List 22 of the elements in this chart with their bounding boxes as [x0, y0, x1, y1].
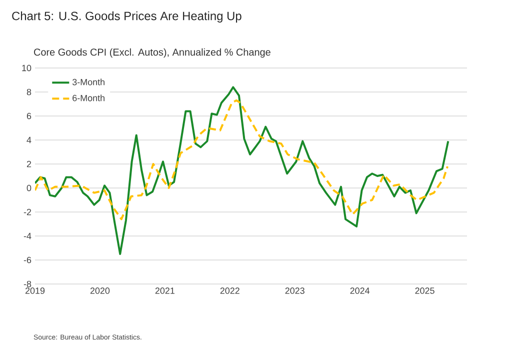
y-tick-label: -6 — [24, 256, 32, 264]
y-tick-label: 6 — [26, 112, 32, 120]
y-tick-label: 0 — [26, 184, 32, 192]
y-tick-label: -4 — [24, 232, 32, 240]
y-tick-label: 10 — [22, 64, 32, 72]
x-tick-label: 2025 — [415, 288, 434, 294]
x-tick-label: 2020 — [90, 288, 110, 294]
legend-label: 6-Month — [72, 94, 104, 102]
x-tick-label: 2022 — [220, 288, 240, 294]
x-tick-label: 2021 — [155, 288, 174, 294]
x-tick-label: 2023 — [285, 288, 304, 294]
y-tick-label: -2 — [24, 208, 32, 216]
x-tick-label: 2019 — [25, 288, 45, 294]
y-tick-label: 2 — [26, 160, 32, 168]
legend-label: 3-Month — [72, 78, 104, 86]
chart-title: Chart 5: U.S. Goods Prices Are Heating Up — [12, 11, 242, 23]
y-tick-label: 8 — [26, 88, 32, 96]
line-series — [35, 86, 450, 255]
x-tick-label: 2024 — [350, 288, 370, 294]
chart-subtitle: Core Goods CPI (Excl. Autos), Annualized % Change — [34, 48, 270, 58]
y-tick-label: 4 — [26, 136, 32, 144]
y-tick-label: -8 — [24, 280, 32, 288]
